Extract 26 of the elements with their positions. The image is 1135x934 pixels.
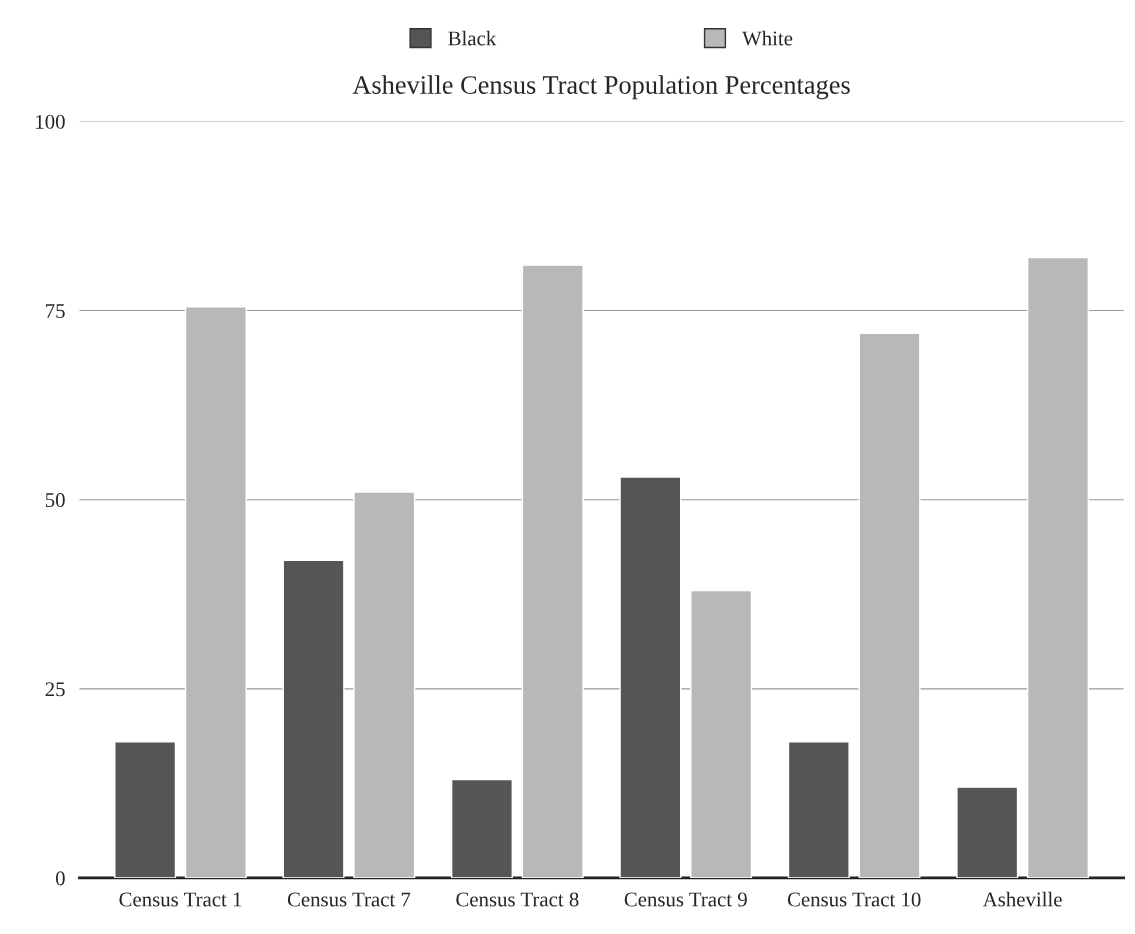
y-tick-label: 0: [55, 871, 65, 886]
x-tick-label: Census Tract 1: [119, 892, 242, 907]
bar: [353, 491, 416, 878]
x-tick-label: Asheville: [982, 891, 1062, 907]
bar: [450, 778, 513, 878]
bar: [184, 306, 247, 878]
bar: [619, 476, 682, 878]
y-tick-label: 100: [36, 114, 65, 129]
bar: [1026, 256, 1089, 878]
x-tick-label: Census Tract 7: [287, 892, 411, 907]
legend-label: White: [742, 30, 793, 46]
chart-title: Asheville Census Tract Population Percentages: [352, 75, 850, 100]
y-tick-label: 50: [45, 493, 65, 508]
legend-label: Black: [448, 30, 497, 46]
bar: [282, 559, 345, 878]
bar: [690, 589, 753, 878]
y-tick-label: 25: [45, 682, 65, 697]
x-tick-label: Census Tract 10: [787, 892, 921, 907]
y-tick-label: 75: [46, 304, 65, 318]
bar: [114, 741, 177, 878]
bar: [858, 332, 921, 878]
bar: [787, 741, 850, 878]
x-tick-label: Census Tract 8: [456, 892, 579, 907]
bar: [521, 264, 584, 878]
bar: [956, 786, 1019, 878]
x-tick-label: Census Tract 9: [624, 892, 747, 907]
